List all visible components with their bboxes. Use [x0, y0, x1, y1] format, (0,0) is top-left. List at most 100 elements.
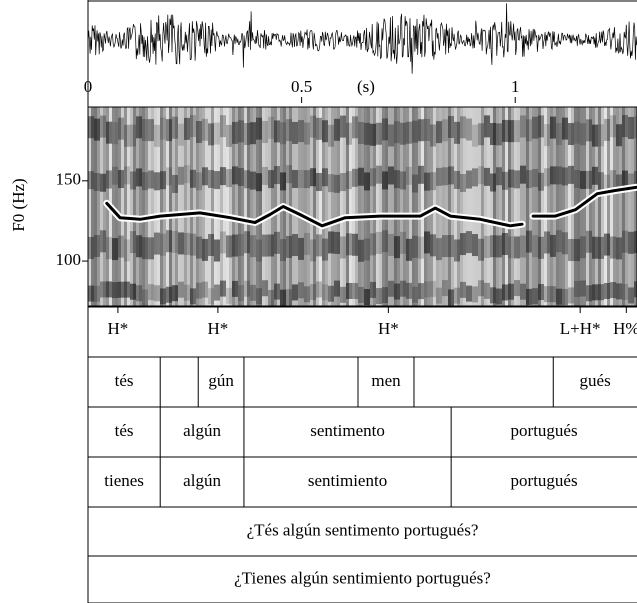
interval-label: sentimento	[310, 421, 385, 440]
spectrogram-band	[220, 115, 226, 138]
spectrogram-band	[496, 288, 502, 305]
spectrogram-band	[136, 116, 142, 139]
spectrogram-band	[250, 122, 256, 145]
spectrogram-band	[106, 170, 112, 189]
spectrogram-strip	[265, 107, 268, 306]
spectrogram-band	[166, 167, 172, 186]
spectrogram-strip	[151, 107, 154, 306]
spectrogram-strip	[229, 107, 232, 306]
spectrogram-band	[574, 121, 580, 144]
spectrogram-band	[406, 282, 412, 299]
spectrogram-band	[400, 122, 406, 145]
f0-line	[105, 185, 637, 228]
spectrogram-band	[292, 234, 298, 257]
spectrogram-strip	[592, 107, 595, 306]
spectrogram-band	[442, 167, 448, 186]
spectrogram-band	[202, 281, 208, 298]
spectrogram-band	[436, 121, 442, 144]
spectrogram-band	[556, 288, 562, 305]
spectrogram-strip	[202, 107, 205, 306]
spectrogram-strip	[439, 107, 442, 306]
spectrogram-band	[94, 234, 100, 257]
spectrogram-strip	[304, 107, 307, 306]
spectrogram-strip	[370, 107, 373, 306]
spectrogram-band	[388, 233, 394, 256]
spectrogram-band	[178, 281, 184, 298]
spectrogram-band	[382, 230, 388, 253]
spectrogram-strip	[130, 107, 133, 306]
spectrogram-band	[244, 170, 250, 189]
spectrogram-band	[160, 117, 166, 140]
spectrogram-strip	[115, 107, 118, 306]
spectrogram-band	[484, 115, 490, 138]
tone-label: H%	[613, 319, 637, 338]
spectrogram-band	[328, 285, 334, 302]
spectrogram-strip	[175, 107, 178, 306]
spectrogram-band	[502, 119, 508, 142]
spectrogram-band	[370, 123, 376, 146]
spectrogram-band	[448, 115, 454, 138]
spectrogram-strip	[415, 107, 418, 306]
spectrogram-band	[328, 174, 334, 193]
spectrogram-strip	[613, 107, 616, 306]
spectrogram-band	[190, 115, 196, 138]
spectrogram-band	[478, 166, 484, 185]
spectrogram-strip	[628, 107, 631, 306]
spectrogram-band	[364, 122, 370, 145]
spectrogram-strip	[595, 107, 598, 306]
spectrogram-band	[268, 170, 274, 189]
spectrogram-band	[262, 166, 268, 185]
spectrogram-band	[130, 171, 136, 190]
spectrogram-strip	[127, 107, 130, 306]
spectrogram-strip	[307, 107, 310, 306]
spectrogram-band	[526, 170, 532, 189]
spectrogram-band	[136, 168, 142, 187]
spectrogram-band	[94, 285, 100, 302]
spectrogram-strip	[211, 107, 214, 306]
spectrogram-strip	[424, 107, 427, 306]
spectrogram-strip	[139, 107, 142, 306]
spectrogram-strip	[571, 107, 574, 306]
spectrogram-band	[112, 282, 118, 299]
spectrogram-band	[382, 118, 388, 141]
spectrogram-strip	[448, 107, 451, 306]
spectrogram-band	[136, 235, 142, 258]
spectrogram-band	[460, 233, 466, 256]
spectrogram-band	[220, 167, 226, 186]
spectrogram-band	[178, 166, 184, 185]
spectrogram-band	[418, 236, 424, 259]
spectrogram-band	[382, 287, 388, 304]
spectrogram-band	[178, 123, 184, 146]
spectrogram-strip	[154, 107, 157, 306]
interval-label: ¿Tienes algún sentimiento portugués?	[234, 568, 491, 587]
spectrogram-band	[148, 119, 154, 142]
spectrogram-band	[316, 234, 322, 257]
spectrogram-band	[130, 283, 136, 300]
spectrogram-strip	[118, 107, 121, 306]
spectrogram-strip	[508, 107, 511, 306]
spectrogram-strip	[445, 107, 448, 306]
spectrogram-band	[430, 172, 436, 191]
spectrogram-strip	[205, 107, 208, 306]
tone-label: H*	[207, 319, 228, 338]
spectrogram-band	[190, 233, 196, 256]
spectrogram-strip	[526, 107, 529, 306]
spectrogram-band	[208, 170, 214, 189]
spectrogram-strip	[343, 107, 346, 306]
spectrogram-band	[496, 123, 502, 146]
spectrogram-band	[214, 122, 220, 145]
spectrogram-band	[514, 120, 520, 143]
spectrogram-band	[496, 235, 502, 258]
spectrogram-band	[88, 171, 94, 190]
spectrogram-band	[238, 120, 244, 143]
spectrogram-band	[610, 170, 616, 189]
spectrogram-strip	[325, 107, 328, 306]
spectrogram-band	[454, 287, 460, 304]
spectrogram-band	[208, 123, 214, 146]
spectrogram-strip	[364, 107, 367, 306]
spectrogram-strip	[520, 107, 523, 306]
spectrogram-band	[478, 123, 484, 146]
spectrogram-band	[262, 234, 268, 257]
spectrogram-band	[418, 119, 424, 142]
spectrogram-strip	[523, 107, 526, 306]
